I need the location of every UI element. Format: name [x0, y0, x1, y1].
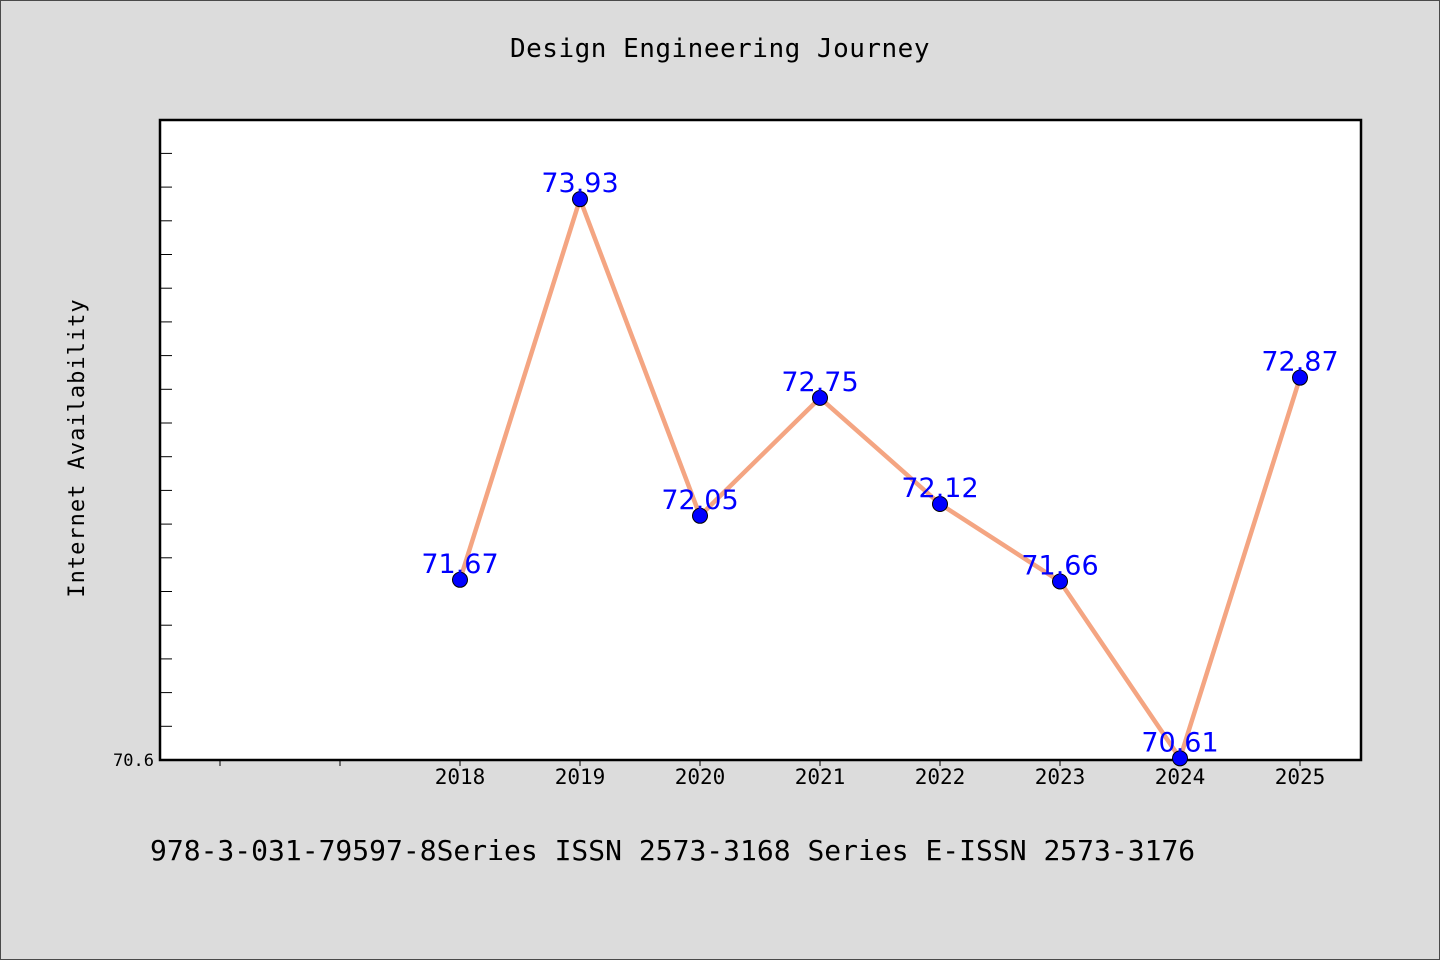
x-tick-label: 2024: [1155, 765, 1206, 789]
data-label: 70.61: [1141, 727, 1218, 758]
data-point: [692, 507, 708, 524]
y-axis-label: Internet Availability: [65, 298, 90, 597]
x-tick-label: 2025: [1275, 765, 1326, 789]
data-point: [812, 389, 828, 406]
x-tick-label: 2022: [915, 765, 966, 789]
isbn-footnote: 978-3-031-79597-8Series ISSN 2573-3168 S…: [150, 834, 1196, 867]
data-label: 72.12: [901, 473, 978, 504]
data-label: 72.75: [781, 367, 858, 398]
x-tick-label: 2018: [435, 765, 486, 789]
x-tick-label: 2021: [795, 765, 846, 789]
data-label: 71.66: [1021, 550, 1098, 581]
x-tick-label: 2019: [555, 765, 606, 789]
x-tick-label: 2020: [675, 765, 726, 789]
y-tick-label: 70.6: [113, 751, 154, 771]
data-point: [1292, 369, 1308, 386]
data-label: 73.93: [541, 168, 618, 199]
data-label: 71.67: [421, 549, 498, 580]
data-label: 72.05: [661, 485, 738, 516]
data-point: [572, 191, 588, 208]
series-line: [457, 196, 1303, 761]
data-point: [1172, 750, 1188, 767]
x-tick-label: 2023: [1035, 765, 1086, 789]
data-point: [932, 496, 948, 512]
data-point: [1052, 573, 1068, 590]
plot-area: [158, 118, 1363, 762]
data-label: 72.87: [1261, 347, 1338, 378]
data-point: [452, 571, 468, 588]
chart-title: Design Engineering Journey: [510, 34, 930, 64]
